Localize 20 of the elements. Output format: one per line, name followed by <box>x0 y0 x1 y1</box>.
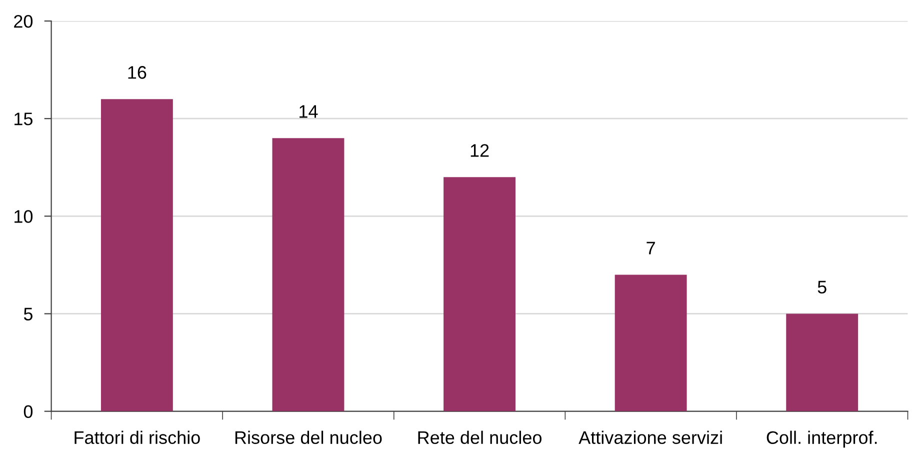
bar <box>786 314 858 412</box>
data-label: 14 <box>300 105 318 118</box>
y-tick-label: 10 <box>14 210 33 223</box>
data-label: 5 <box>818 280 826 294</box>
data-label: 16 <box>128 66 146 79</box>
data-label: 7 <box>646 242 655 254</box>
x-tick-label: Coll. interprof. <box>766 430 877 448</box>
bar <box>100 99 173 412</box>
data-label: 12 <box>470 144 489 157</box>
bar <box>272 138 344 412</box>
bar <box>444 177 516 412</box>
y-tick-label: 0 <box>24 405 33 418</box>
x-tick-label: Fattori di rischio <box>74 430 200 444</box>
bar <box>614 274 687 412</box>
y-tick-label: 15 <box>14 112 32 126</box>
x-tick-label: Rete del nucleo <box>418 430 542 444</box>
y-tick-label: 5 <box>24 308 32 320</box>
x-tick-label: Attivazione servizi <box>578 430 722 444</box>
y-tick-label: 20 <box>14 14 33 28</box>
x-tick-label: Risorse del nucleo <box>235 430 382 444</box>
